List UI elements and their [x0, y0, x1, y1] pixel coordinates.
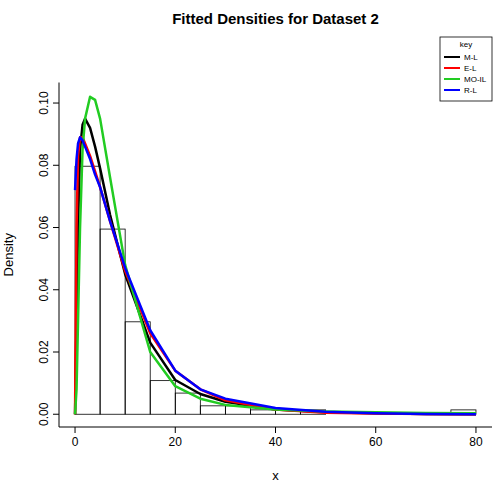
plot-area [75, 97, 476, 414]
y-tick [53, 227, 59, 228]
y-tick [53, 103, 59, 104]
legend-label: M-L [464, 53, 478, 62]
y-tick-label: 0.04 [37, 278, 51, 302]
y-tick-label: 0.06 [37, 216, 51, 240]
y-tick [53, 352, 59, 353]
legend-title: key [460, 40, 472, 49]
y-tick [53, 165, 59, 166]
x-tick [75, 427, 76, 433]
legend-swatch [444, 78, 460, 80]
x-label: x [272, 468, 279, 483]
density-curve [75, 97, 476, 414]
x-tick-label: 80 [469, 435, 483, 449]
histogram-bar [200, 406, 225, 414]
density-curve [75, 119, 476, 415]
background [0, 0, 500, 489]
legend-box [440, 37, 492, 101]
x-tick [175, 427, 176, 433]
chart: Fitted Densities for Dataset 2 x Density 0 2… [0, 0, 500, 489]
density-curve [75, 137, 476, 414]
y-tick-label: 0.00 [37, 402, 51, 426]
legend-swatch [444, 89, 460, 91]
legend: key M-L E-L MO-IL R-L [440, 37, 492, 101]
histogram-bar [150, 381, 175, 415]
y-tick [53, 289, 59, 290]
x-tick-label: 20 [169, 435, 183, 449]
x-tick-label: 60 [369, 435, 383, 449]
legend-label: E-L [464, 64, 477, 73]
x-tick [275, 427, 276, 433]
histogram-bar [250, 410, 275, 414]
y-tick-label: 0.08 [37, 153, 51, 177]
y-tick [53, 414, 59, 415]
y-axis [59, 83, 60, 428]
legend-swatch [444, 56, 460, 58]
y-tick-label: 0.02 [37, 340, 51, 364]
legend-label: MO-IL [464, 75, 487, 84]
y-tick-label: 0.10 [37, 91, 51, 115]
x-tick [475, 427, 476, 433]
title: Fitted Densities for Dataset 2 [172, 10, 379, 27]
x-tick-label: 40 [269, 435, 283, 449]
y-label: Density [1, 233, 16, 277]
legend-swatch [444, 67, 460, 69]
x-tick-label: 0 [72, 435, 79, 449]
legend-label: R-L [464, 86, 477, 95]
x-tick [375, 427, 376, 433]
density-curve [75, 137, 476, 414]
